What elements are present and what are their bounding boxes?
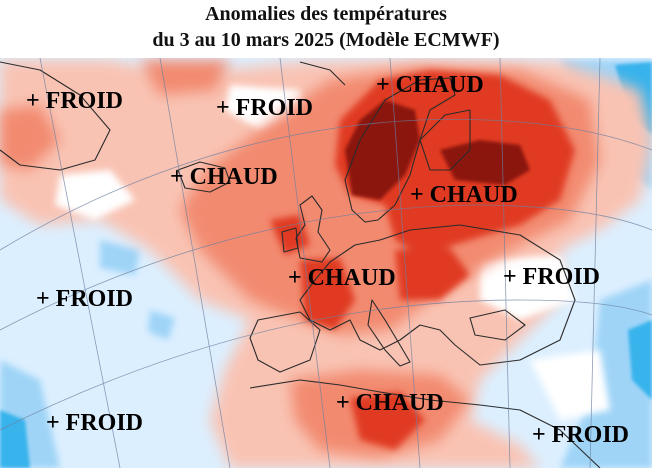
scandinavia-outline — [344, 77, 456, 223]
great-britain-outline — [295, 195, 331, 263]
anomaly-label-froid-nw: + FROID — [26, 88, 124, 114]
finland-outline — [419, 109, 471, 171]
mainland-europe-outline — [299, 224, 576, 366]
anomaly-label-froid-se: + FROID — [532, 422, 630, 448]
coastlines — [0, 61, 601, 468]
italy-outline — [367, 299, 411, 367]
map-title-line2: du 3 au 10 mars 2025 (Modèle ECMWF) — [152, 29, 500, 51]
anomaly-label-chaud-central-europe: + CHAUD — [288, 265, 396, 291]
anomaly-label-froid-sw-atlantic: + FROID — [46, 410, 144, 436]
greenland-outline — [0, 61, 111, 171]
iberia-outline — [249, 311, 321, 373]
arctic-coast — [299, 61, 346, 86]
map-title-line1: Anomalies des températures — [205, 3, 447, 25]
anomaly-label-chaud-russia: + CHAUD — [410, 182, 518, 208]
anomaly-label-chaud-atlantic: + CHAUD — [170, 164, 278, 190]
neutral-areas — [55, 85, 610, 420]
anomaly-label-chaud-scandinavia: + CHAUD — [376, 72, 484, 98]
ireland-outline — [281, 227, 299, 253]
graticule — [0, 58, 652, 468]
anomaly-label-froid-n-atlantic: + FROID — [216, 95, 314, 121]
black-sea-outline — [469, 309, 526, 341]
warm-dark-core — [345, 100, 530, 200]
anomaly-label-chaud-mediterranean: + CHAUD — [336, 390, 444, 416]
anomaly-label-froid-east: + FROID — [503, 264, 601, 290]
north-africa-coast — [249, 379, 601, 468]
iceland-outline — [177, 161, 231, 193]
anomaly-label-froid-w-atlantic: + FROID — [36, 286, 134, 312]
temperature-anomaly-map — [0, 58, 652, 468]
